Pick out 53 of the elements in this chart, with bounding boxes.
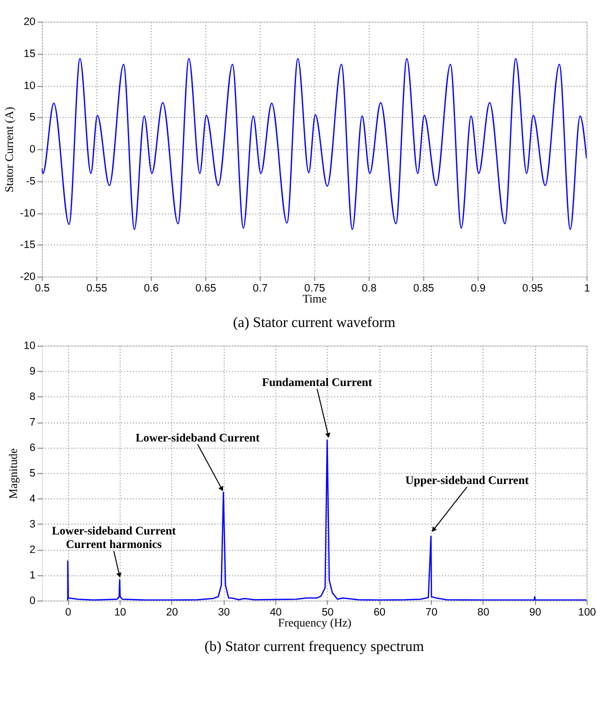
- x-tick-label: 70: [425, 606, 438, 619]
- text: (b) Stator current frequency spectrum: [204, 639, 425, 656]
- y-tick-label: 3: [30, 518, 36, 530]
- x-tick-label: 0.5: [34, 282, 50, 295]
- y-tick-label: -10: [20, 207, 36, 220]
- x-axis-title: Time: [302, 292, 327, 306]
- y-tick-label: -15: [20, 239, 36, 252]
- x-tick-label: 90: [529, 606, 542, 619]
- y-tick-label: 10: [24, 80, 36, 92]
- x-axis-title: Frequency (Hz): [278, 616, 352, 630]
- y-tick-label: 20: [24, 16, 36, 28]
- x-tick-label: 40: [270, 606, 282, 619]
- y-tick-label: 5: [30, 467, 36, 480]
- y-tick-label: 5: [30, 112, 36, 124]
- y-tick-label: 0: [30, 144, 36, 156]
- y-tick-label: 0: [30, 594, 36, 607]
- annotation: Fundamental Current: [262, 376, 372, 389]
- x-tick-label: 1: [584, 282, 590, 295]
- x-tick-label: 60: [374, 606, 386, 619]
- x-tick-label: 0.55: [86, 282, 108, 295]
- x-tick-label: 0.95: [522, 282, 544, 295]
- y-axis-title: Stator Current (A): [3, 106, 16, 192]
- x-tick-label: 0.9: [470, 282, 486, 295]
- x-tick-label: 30: [218, 606, 230, 619]
- y-tick-label: 9: [30, 366, 36, 378]
- x-tick-label: 50: [322, 606, 334, 619]
- x-tick-label: 0: [65, 606, 72, 619]
- y-tick-label: -5: [26, 175, 36, 188]
- y-tick-label: 8: [30, 391, 36, 404]
- y-tick-label: 10: [24, 340, 36, 352]
- x-tick-label: 20: [166, 606, 178, 619]
- x-tick-label: 10: [114, 606, 126, 619]
- x-tick-label: 0.7: [252, 282, 268, 295]
- x-tick-label: 0.65: [195, 282, 216, 295]
- y-tick-label: 1: [30, 569, 36, 582]
- y-tick-label: 7: [30, 416, 36, 429]
- x-tick-label: 100: [578, 606, 596, 619]
- y-tick-label: 15: [24, 48, 36, 60]
- x-tick-label: 0.85: [413, 282, 434, 295]
- x-tick-label: 80: [477, 606, 490, 619]
- y-tick-label: 4: [30, 492, 36, 505]
- annotation: Lower-sideband Current Current harmonics: [52, 524, 176, 552]
- x-tick-label: 0.6: [144, 282, 159, 295]
- y-axis-title: Magnitude: [6, 448, 20, 499]
- line-series: [42, 58, 587, 230]
- y-tick-label: -20: [20, 270, 36, 283]
- y-tick-label: 6: [30, 442, 36, 454]
- y-tick-label: 2: [30, 544, 36, 556]
- x-tick-label: 0.8: [362, 282, 377, 295]
- annotation: Lower-sideband Current: [136, 431, 260, 444]
- text: (a) Stator current waveform: [233, 315, 396, 332]
- x-tick-label: 0.75: [304, 282, 326, 295]
- annotation: Upper-sideband Current: [405, 474, 529, 488]
